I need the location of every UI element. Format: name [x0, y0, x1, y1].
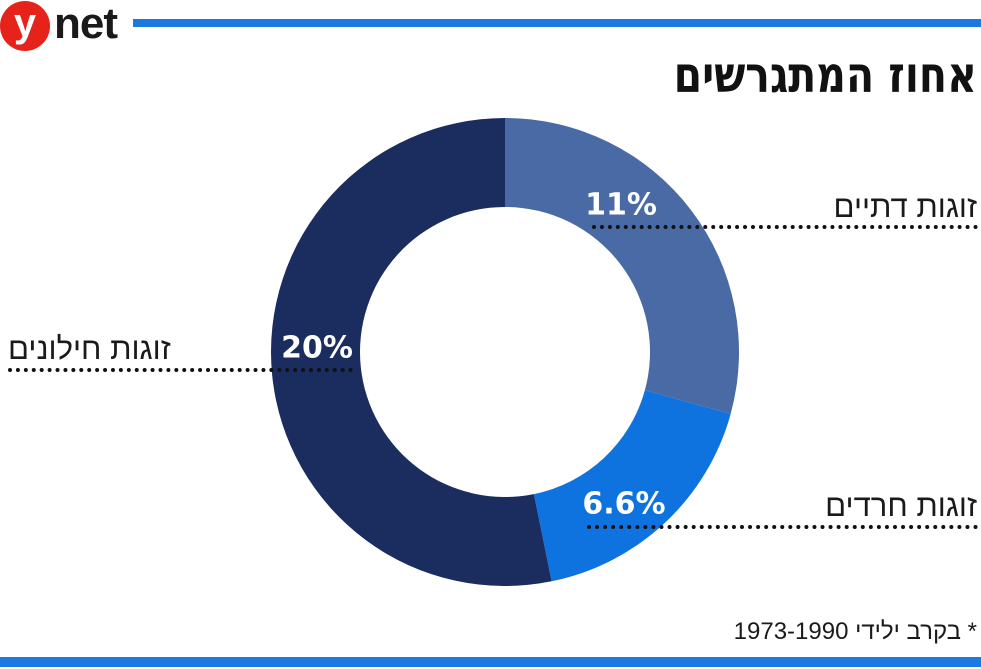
ynet-logo-y: y — [13, 1, 37, 45]
pct-label-secular: 20% — [281, 331, 353, 366]
footer-rule — [0, 657, 981, 667]
ynet-logo-dot — [0, 1, 50, 51]
pct-label-haredi: 6.6% — [582, 487, 665, 522]
label-haredi-couples: זוגות חרדים — [825, 488, 977, 523]
ynet-logo-net: net — [54, 0, 118, 48]
header-rule — [133, 19, 981, 27]
label-secular-couples: זוגות חילונים — [8, 331, 171, 366]
leader-line-haredi — [587, 525, 978, 529]
slice-religious — [505, 118, 739, 414]
slice-secular — [271, 118, 552, 586]
pct-label-religious: 11% — [585, 188, 657, 223]
leader-line-religious — [592, 225, 978, 229]
footnote: * בקרב ילידי 1973-1990 — [733, 618, 977, 645]
chart-title: אחוז המתגרשים — [673, 46, 977, 104]
leader-line-secular — [8, 368, 353, 372]
label-religious-couples: זוגות דתיים — [833, 189, 977, 224]
slice-haredi — [533, 390, 731, 582]
